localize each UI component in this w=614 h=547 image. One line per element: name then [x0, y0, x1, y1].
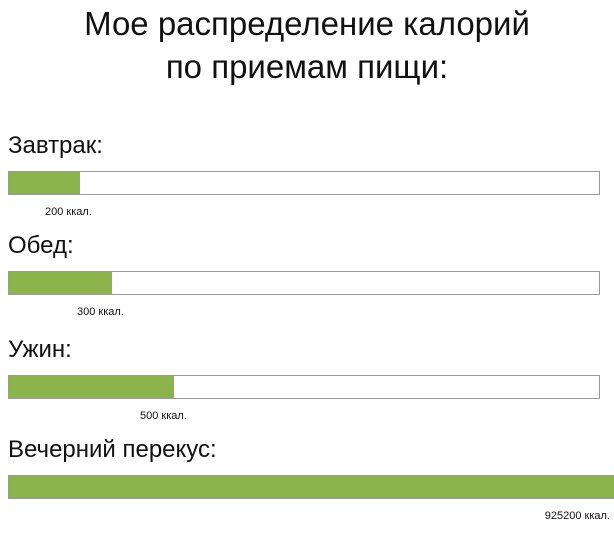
calorie-bar-fill-breakfast: [9, 172, 80, 194]
page-title: Мое распределение калорий по приемам пищ…: [0, 2, 614, 88]
meal-label-breakfast: Завтрак:: [8, 132, 103, 159]
meal-label-lunch: Обед:: [8, 232, 74, 259]
calorie-bar-fill-evening-snack: [9, 476, 614, 498]
calorie-bar-breakfast: [8, 171, 600, 195]
meal-label-dinner: Ужин:: [8, 336, 72, 363]
calorie-value-breakfast: 200 ккал.: [45, 206, 92, 218]
calorie-bar-fill-dinner: [9, 376, 175, 398]
calorie-bar-lunch: [8, 271, 600, 295]
title-line-1: Мое распределение калорий: [84, 5, 530, 42]
calorie-value-lunch: 300 ккал.: [77, 306, 124, 318]
title-line-2: по приемам пищи:: [165, 48, 449, 85]
calorie-value-dinner: 500 ккал.: [140, 410, 187, 422]
meal-label-evening-snack: Вечерний перекус:: [8, 436, 217, 463]
calorie-bar-dinner: [8, 375, 600, 399]
calorie-bar-fill-lunch: [9, 272, 113, 294]
calorie-value-evening-snack: 925200 ккал.: [544, 510, 610, 522]
calorie-bar-evening-snack: [8, 475, 614, 499]
